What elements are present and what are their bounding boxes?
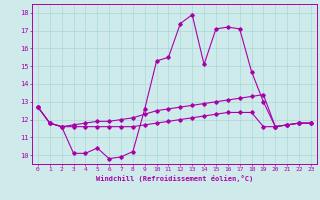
X-axis label: Windchill (Refroidissement éolien,°C): Windchill (Refroidissement éolien,°C)	[96, 175, 253, 182]
